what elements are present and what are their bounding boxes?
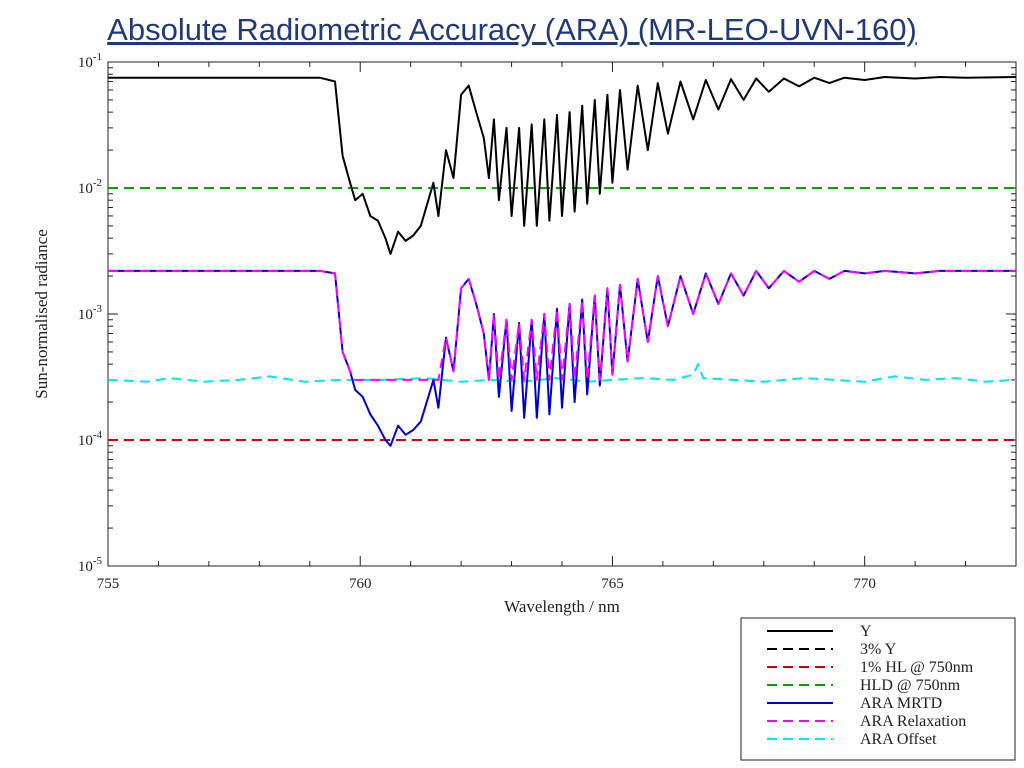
y-tick-label: 10-1 — [78, 51, 102, 71]
tick-labels: 755 760 765 770 10-1 10-2 10-3 10-4 10-5 — [78, 51, 876, 592]
x-axis-title: Wavelength / nm — [504, 597, 620, 616]
legend-label: 1% HL @ 750nm — [860, 659, 974, 676]
y-tick-label: 10-3 — [78, 303, 103, 323]
series-ara-relaxation — [108, 269, 1016, 381]
y-tick-label: 10-4 — [78, 429, 103, 449]
legend-label: HLD @ 750nm — [860, 677, 961, 694]
slide-title: Absolute Radiometric Accuracy (ARA) (MR-… — [107, 12, 917, 47]
y-tick-label: 10-5 — [78, 555, 103, 575]
series-ara-mrtd — [108, 269, 1016, 447]
x-tick-label: 765 — [601, 576, 624, 592]
legend-label: Y — [860, 623, 872, 640]
series-lines — [107, 76, 1017, 447]
x-tick-label: 760 — [349, 576, 372, 592]
y-tick-label: 10-2 — [78, 177, 102, 197]
axis-ticks — [107, 61, 1017, 567]
x-tick-label: 755 — [97, 576, 120, 592]
x-tick-label: 770 — [853, 576, 876, 592]
legend-label: ARA MRTD — [860, 695, 942, 712]
legend-label: 3% Y — [860, 641, 897, 658]
y-axis-title: Sun-normalised radiance — [32, 229, 51, 398]
legend-box — [740, 617, 1016, 761]
legend-label: ARA Offset — [860, 731, 937, 748]
legend-label: ARA Relaxation — [860, 713, 966, 730]
series-ara-offset — [107, 363, 1017, 383]
plot-frame — [107, 61, 1017, 567]
series-y — [108, 76, 1017, 255]
